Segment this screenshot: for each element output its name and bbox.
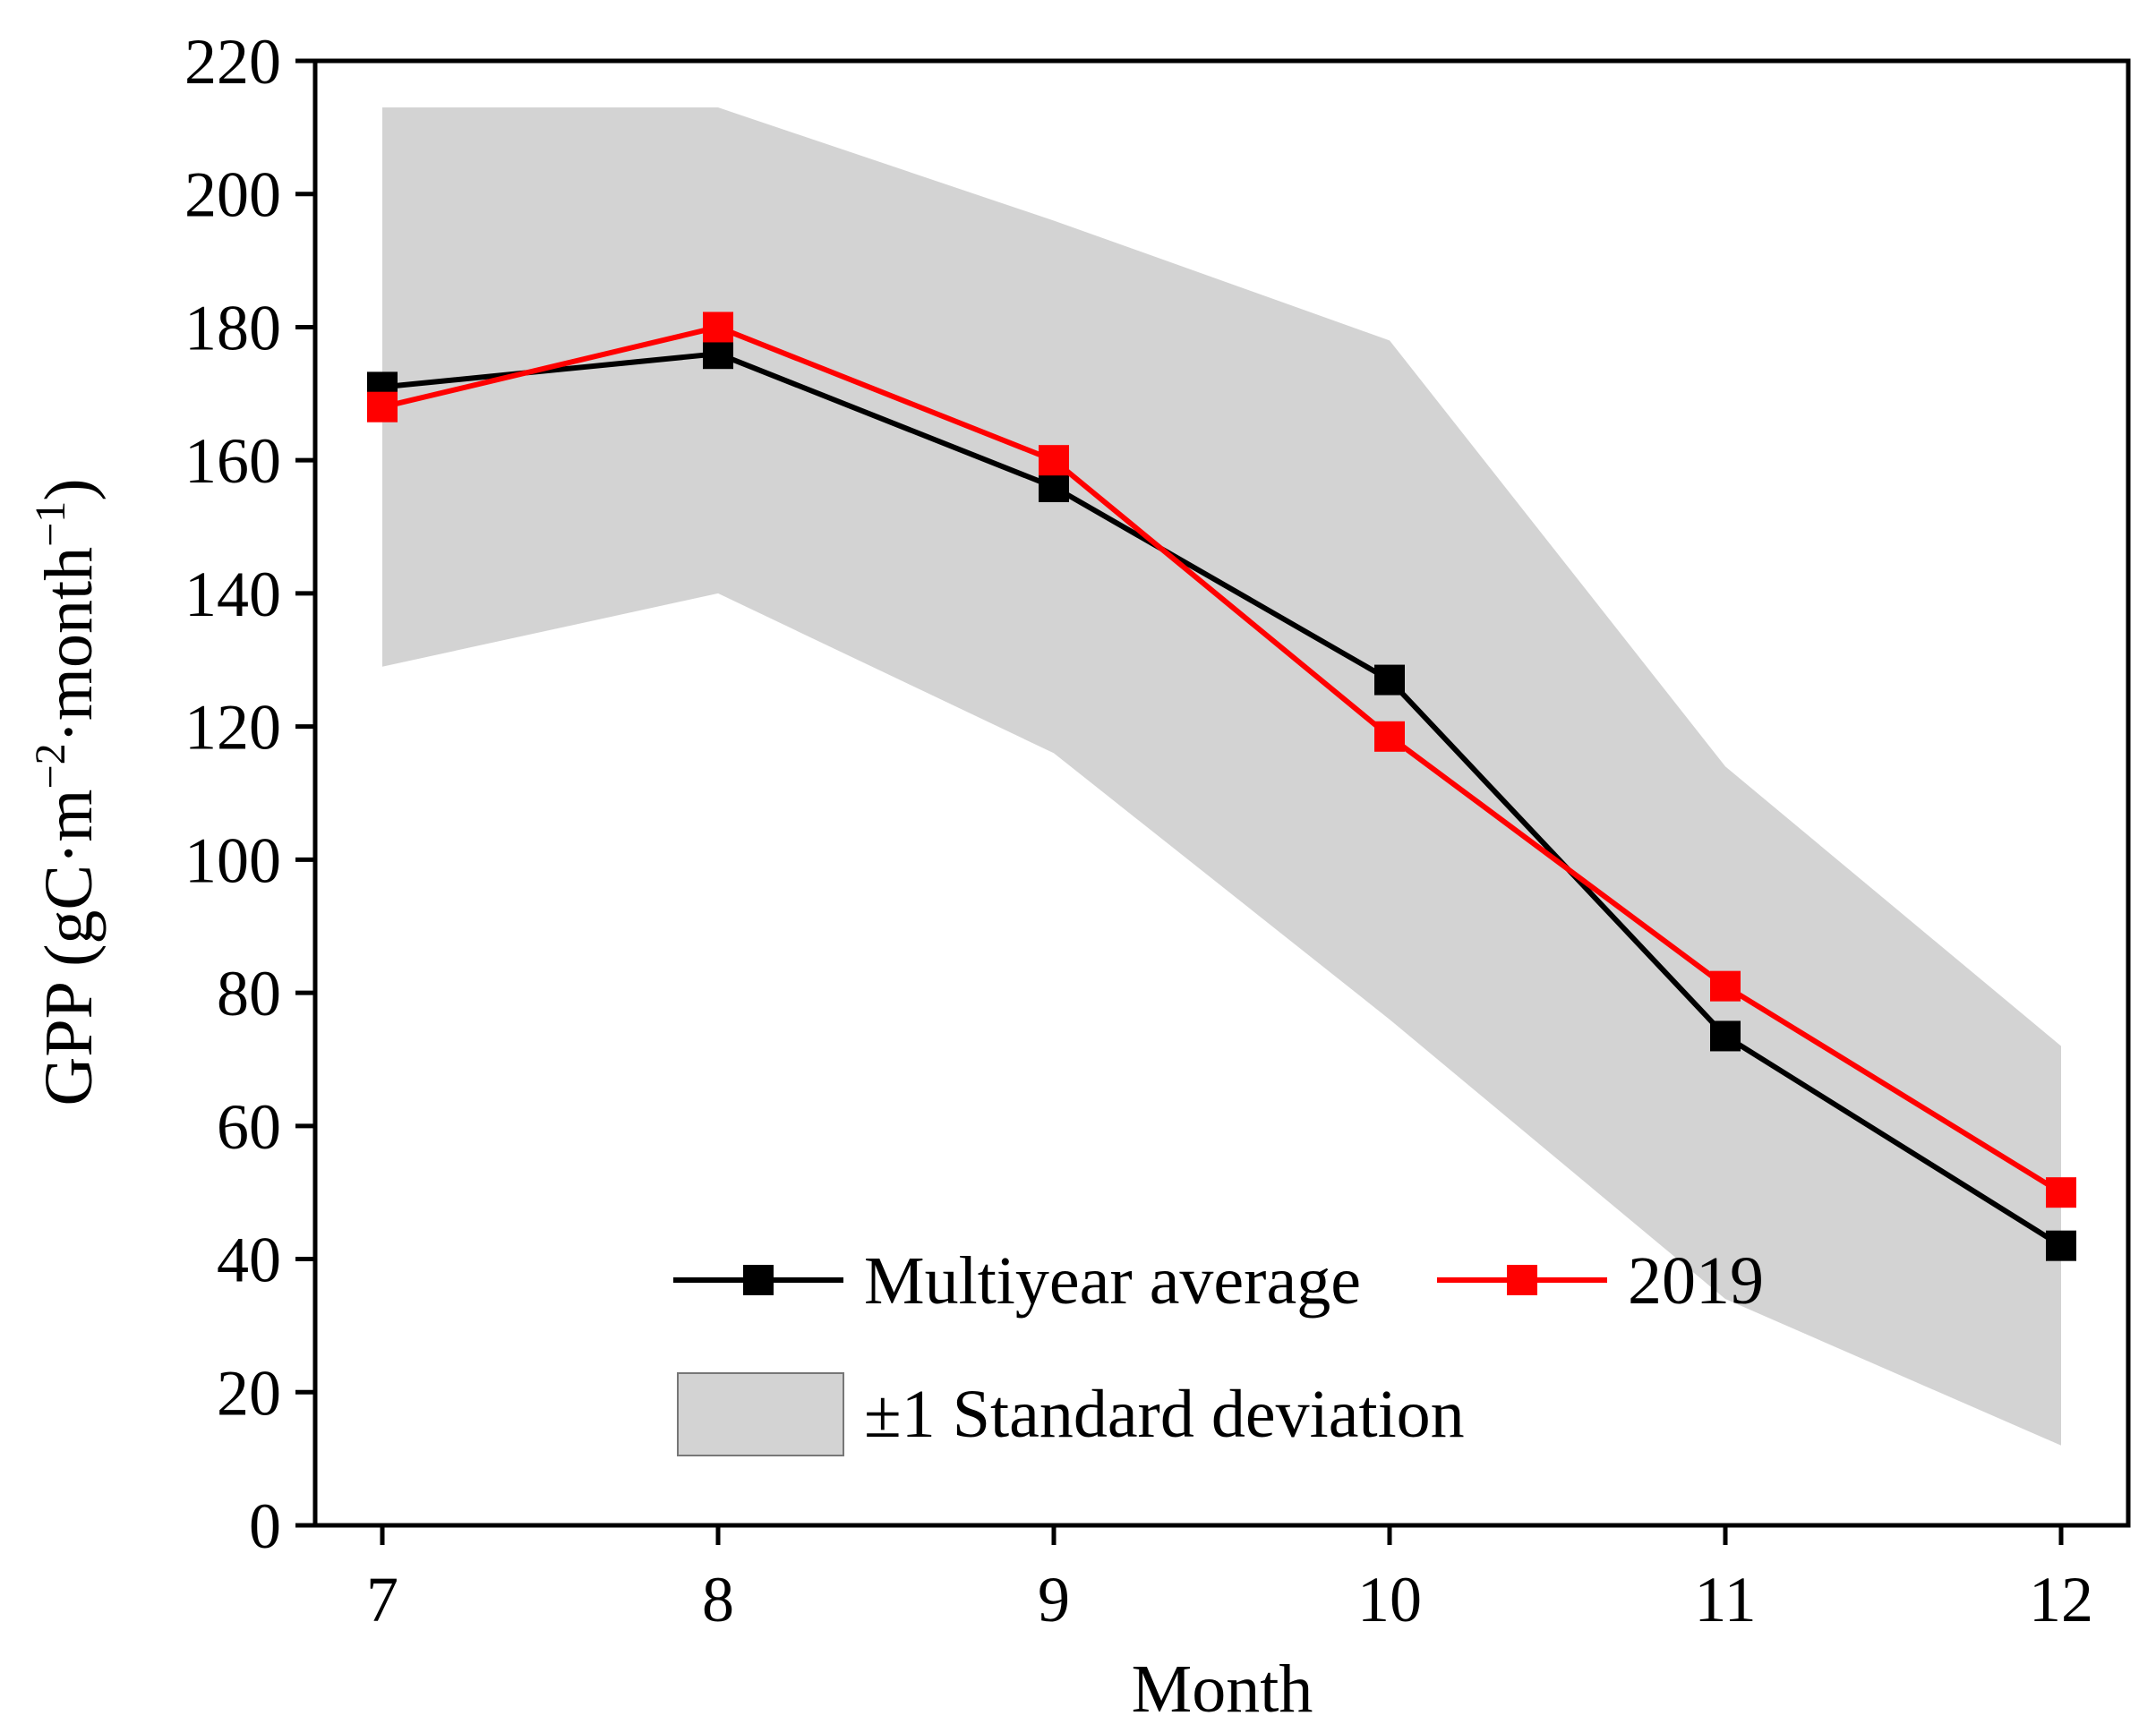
y-tick-label-220: 220 — [184, 26, 281, 98]
series-2019-point-8 — [703, 312, 733, 343]
x-tick-label-11: 11 — [1694, 1564, 1756, 1635]
legend-label-band: ±1 Standard deviation — [864, 1377, 1465, 1452]
series-2019-point-9 — [1039, 445, 1069, 476]
y-tick-label-160: 160 — [184, 425, 281, 497]
y-axis-title-sup2: −1 — [27, 501, 74, 547]
y-tick-label-140: 140 — [184, 559, 281, 630]
legend-marker-multiyear — [743, 1265, 774, 1295]
legend-label-2019: 2019 — [1628, 1243, 1764, 1319]
multiyear-point-8 — [703, 338, 733, 370]
multiyear-point-9 — [1039, 471, 1069, 502]
plot-frame — [312, 58, 2131, 1528]
y-tick-label-180: 180 — [184, 292, 281, 363]
x-tick-label-12: 12 — [2029, 1564, 2093, 1635]
legend-swatch-band — [677, 1372, 844, 1456]
y-axis-title-mid: ·month — [31, 547, 107, 744]
std-band-area — [382, 107, 2061, 1446]
x-tick-label-10: 10 — [1357, 1564, 1422, 1635]
series-2019-point-7 — [367, 391, 398, 423]
y-axis-title-sup1: −2 — [27, 743, 74, 789]
series-2019-point-11 — [1710, 970, 1741, 1002]
y-axis-title: GPP (gC·m−2·month−1) — [27, 478, 107, 1106]
series-2019-line — [381, 324, 2063, 1195]
multiyear-point-12 — [2046, 1230, 2076, 1261]
y-tick-label-80: 80 — [217, 958, 281, 1029]
x-axis-title: Month — [1132, 1652, 1313, 1727]
y-tick-label-40: 40 — [217, 1225, 281, 1296]
legend: Multiyear average 2019 ±1 Standard devia… — [673, 1243, 1764, 1456]
std-band-layer — [382, 107, 2061, 1446]
y-tick-label-100: 100 — [184, 824, 281, 896]
x-tick-label-8: 8 — [702, 1564, 734, 1635]
y-tick-label-20: 20 — [217, 1357, 281, 1429]
multiyear-point-10 — [1374, 664, 1405, 696]
y-tick-label-200: 200 — [184, 159, 281, 231]
multiyear-line — [381, 351, 2063, 1249]
y-tick-label-60: 60 — [217, 1091, 281, 1163]
ticks-layer — [295, 58, 2064, 1545]
legend-marker-2019 — [1507, 1265, 1537, 1295]
legend-label-multiyear: Multiyear average — [864, 1243, 1361, 1319]
series-2019-point-12 — [2046, 1177, 2076, 1208]
y-tick-label-0: 0 — [249, 1490, 281, 1562]
y-tick-label-120: 120 — [184, 692, 281, 764]
y-axis-title-suffix: ) — [31, 478, 107, 500]
x-tick-label-9: 9 — [1038, 1564, 1070, 1635]
series-layer — [367, 312, 2076, 1261]
y-axis-title-prefix: GPP (gC·m — [31, 789, 107, 1106]
multiyear-point-11 — [1710, 1020, 1741, 1052]
labels-layer: 0 20 40 60 80 100 120 140 160 180 200 220 7 8 9 10 11 12 — [184, 26, 2093, 1635]
series-2019-point-10 — [1374, 721, 1405, 752]
x-tick-label-7: 7 — [366, 1564, 398, 1635]
